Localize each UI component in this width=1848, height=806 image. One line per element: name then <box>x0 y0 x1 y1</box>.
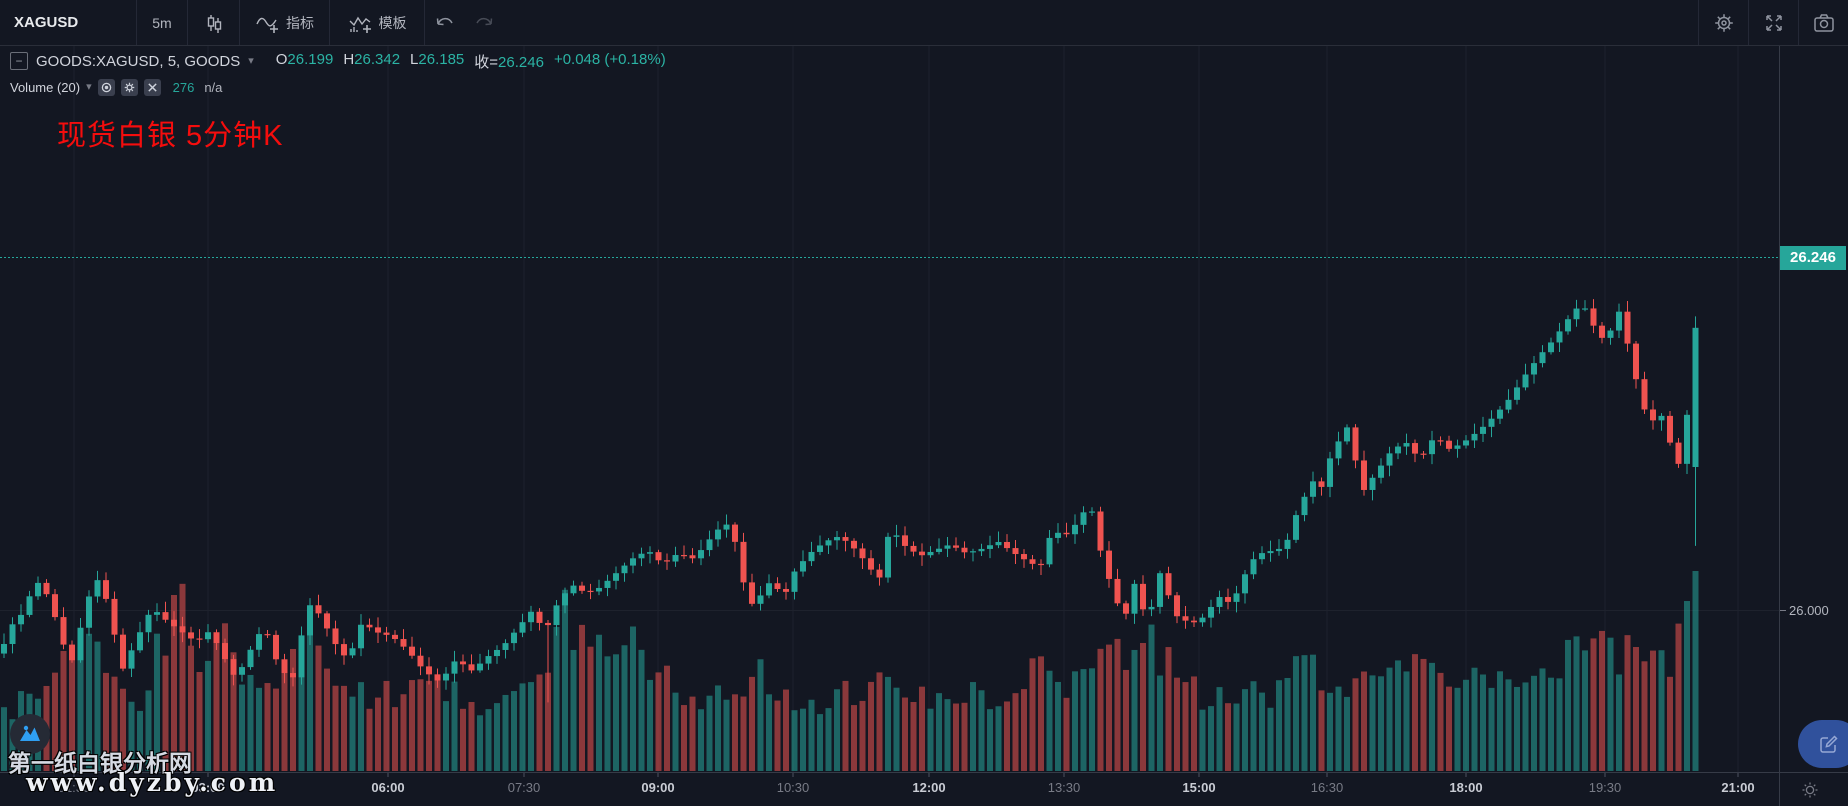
close-label: 收= <box>474 53 499 71</box>
open-label: O <box>275 50 288 68</box>
edit-pencil-icon <box>1819 734 1839 754</box>
symbol-label: XAGUSD <box>14 14 79 31</box>
remove-study-button[interactable] <box>143 78 161 96</box>
change-value: +0.048 (+0.18%) <box>553 50 666 68</box>
time-label: 18:00 <box>1449 780 1483 795</box>
templates-label: 模板 <box>378 14 407 31</box>
chevron-down-icon[interactable]: ▾ <box>86 80 92 93</box>
study-settings-button[interactable] <box>120 78 138 96</box>
volume-ma-value: n/a <box>204 79 223 95</box>
symbol-button[interactable]: XAGUSD <box>0 0 137 45</box>
time-label: 06:00 <box>371 780 405 795</box>
template-wave-icon <box>348 13 372 33</box>
series-legend: − GOODS:XAGUSD, 5, GOODS ▾ O26.199 H26.3… <box>10 50 666 72</box>
current-price-label: 26.246 <box>1780 245 1846 270</box>
camera-icon <box>1812 11 1836 35</box>
interval-label: 5m <box>152 14 172 31</box>
volume-legend: Volume (20) ▾ 276 n/a <box>10 77 222 97</box>
price-gridline-label: 26.000 <box>1789 602 1829 618</box>
undo-arrow-icon <box>434 14 456 32</box>
time-label: 21:00 <box>1721 780 1755 795</box>
settings-button[interactable] <box>1698 0 1748 45</box>
gear-icon <box>1712 11 1736 35</box>
time-label: 19:30 <box>1588 780 1622 795</box>
templates-button[interactable]: 模板 <box>330 0 425 45</box>
volume-value: 276 <box>172 79 195 95</box>
chevron-down-icon[interactable]: ▾ <box>248 54 254 67</box>
indicators-button[interactable]: 指标 <box>240 0 330 45</box>
top-toolbar: XAGUSD 5m 指标 <box>0 0 1848 46</box>
time-label: 12:00 <box>912 780 946 795</box>
ohlc-values: O26.199 H26.342 L26.185 收=26.246 +0.048 … <box>276 51 666 72</box>
time-label: 16:30 <box>1310 780 1344 795</box>
volume-study-title[interactable]: Volume (20) <box>10 79 81 95</box>
undo-button[interactable] <box>425 0 464 45</box>
toolbar-right-group <box>1698 0 1848 45</box>
time-label: 07:30 <box>507 780 541 795</box>
indicators-label: 指标 <box>286 14 314 31</box>
open-value: 26.199 <box>287 50 334 68</box>
time-axis[interactable]: 01:30 03:00 06:00 07:30 09:00 10:30 12:00 13:30… <box>0 778 1848 798</box>
fullscreen-button[interactable] <box>1748 0 1798 45</box>
hide-study-button[interactable] <box>97 78 115 96</box>
legend-collapse-icon[interactable]: − <box>10 52 28 70</box>
time-axis-settings-button[interactable] <box>1797 777 1823 803</box>
site-logo <box>10 714 50 754</box>
high-value: 26.342 <box>354 50 401 68</box>
time-label: 09:00 <box>641 780 675 795</box>
time-label: 13:30 <box>1047 780 1081 795</box>
redo-arrow-icon <box>473 14 495 32</box>
time-label: 10:30 <box>776 780 810 795</box>
indicator-wave-icon <box>255 13 279 33</box>
time-label: 01:30 <box>57 780 91 795</box>
fullscreen-icon <box>1762 11 1786 35</box>
series-title[interactable]: GOODS:XAGUSD, 5, GOODS <box>36 52 241 70</box>
interval-button[interactable]: 5m <box>137 0 188 45</box>
publish-idea-button[interactable] <box>1798 720 1848 768</box>
time-label: 15:00 <box>1182 780 1216 795</box>
close-value: 26.246 <box>498 53 544 71</box>
low-value: 26.185 <box>418 50 465 68</box>
redo-button[interactable] <box>464 0 503 45</box>
high-label: H <box>343 50 355 68</box>
chart-text-annotation: 现货白银 5分钟K <box>57 120 284 152</box>
chart-type-button[interactable] <box>188 0 240 45</box>
snapshot-button[interactable] <box>1798 0 1848 45</box>
candlestick-icon <box>203 12 225 34</box>
low-label: L <box>410 50 419 68</box>
time-label: 03:00 <box>191 780 225 795</box>
